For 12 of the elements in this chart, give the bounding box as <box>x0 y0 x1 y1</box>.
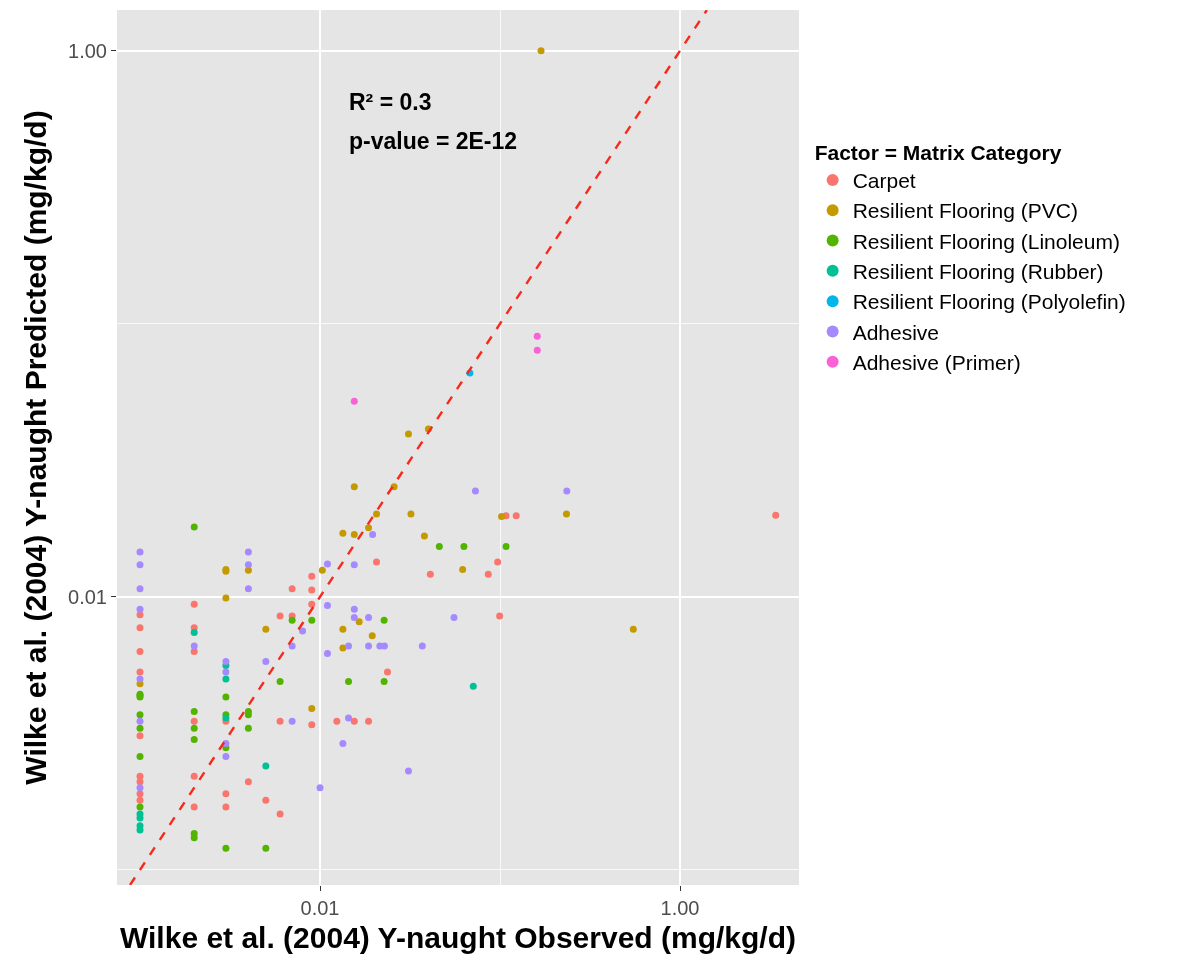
legend-title: Factor = Matrix Category <box>814 140 1062 164</box>
legend-label: Resilient Flooring (PVC) <box>852 199 1078 223</box>
annotation: p-value = 2E-12 <box>349 128 518 154</box>
legend-label: Adhesive <box>852 320 940 344</box>
legend-label: Adhesive (Primer) <box>852 350 1021 374</box>
legend-label: Resilient Flooring (Linoleum) <box>852 229 1120 253</box>
legend-label: Carpet <box>852 169 916 193</box>
y-axis-title: Wilke et al. (2004) Y-naught Predicted (mg/kg/d) <box>19 110 53 785</box>
legend-label: Resilient Flooring (Polyolefin) <box>852 290 1126 314</box>
legend-label: Resilient Flooring (Rubber) <box>852 260 1104 284</box>
x-axis-title: Wilke et al. (2004) Y-naught Observed (mg/kg/d) <box>119 920 797 954</box>
annotation: R² = 0.3 <box>349 89 432 115</box>
